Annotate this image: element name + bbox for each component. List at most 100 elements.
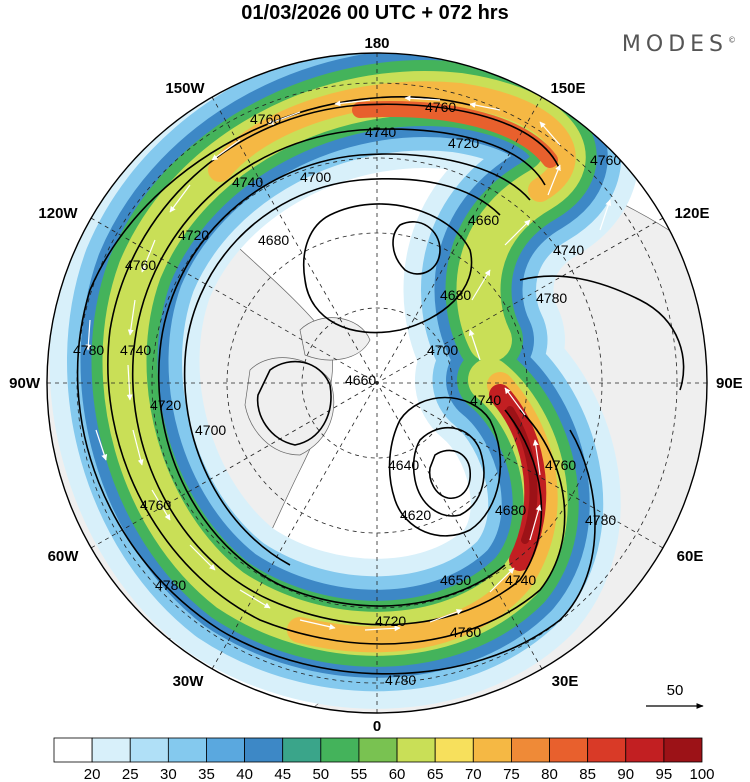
contour-4740 [131, 128, 546, 626]
colorbar-swatch [358, 737, 398, 763]
lon-label-30e: 30E [552, 673, 579, 690]
contour-label: 4640 [388, 457, 419, 473]
lon-label-0: 0 [373, 718, 381, 735]
colorbar-swatch [320, 737, 360, 763]
contour-4640 [388, 396, 502, 537]
colorbar-tick-label: 30 [160, 766, 177, 782]
colorbar-swatch [167, 737, 207, 763]
contour-4620 [412, 426, 485, 517]
arctic-islands [299, 317, 371, 361]
contour-label: 4760 [425, 99, 456, 115]
colorbar-tick-label: 70 [465, 766, 482, 782]
reference-vector: 50 [646, 682, 704, 709]
jet-band-100 [506, 406, 538, 544]
colorbar-tick-label: 100 [689, 766, 714, 782]
colorbar-swatch [244, 737, 284, 763]
contour-label: 4720 [448, 135, 479, 151]
colorbar-tick-label: 50 [312, 766, 329, 782]
contour-label: 4650 [440, 572, 471, 588]
lon-label-150e: 150E [550, 80, 585, 97]
colorbar-tick-label: 55 [351, 766, 368, 782]
contour-4720 [158, 153, 531, 607]
greenland-land [244, 357, 334, 456]
contour-4600 [428, 449, 471, 499]
colorbar-tick-label: 40 [236, 766, 253, 782]
contour-label: 4720 [375, 613, 406, 629]
lon-label-120w: 120W [38, 205, 78, 222]
colorbar-tick-label: 75 [503, 766, 520, 782]
colorbar-swatch [587, 737, 627, 763]
contour-label: 4680 [440, 287, 471, 303]
wind-vectors [85, 95, 612, 632]
lon-label-150w: 150W [165, 80, 205, 97]
contour-4660-ring [392, 221, 441, 275]
colorbar-tick-label: 45 [274, 766, 291, 782]
colorbar-swatch [549, 737, 589, 763]
height-contours [76, 96, 685, 675]
contour-greenland-low [256, 360, 332, 446]
colorbar-swatch [396, 737, 436, 763]
contour-label: 4760 [250, 111, 281, 127]
colorbar-swatch [206, 737, 245, 763]
contour-label: 4780 [385, 672, 416, 688]
colorbar-swatch [625, 737, 665, 763]
colorbar-tick-label: 85 [579, 766, 596, 782]
lon-label-60w: 60W [48, 548, 80, 565]
contour-label: 4700 [427, 342, 458, 358]
colorbar-swatch [91, 737, 131, 763]
map-disc: 4760 4760 4740 4740 4720 4700 4760 4660 … [47, 53, 707, 713]
map-title: 01/03/2026 00 UTC + 072 hrs [241, 2, 509, 24]
contour-label: 4740 [470, 392, 501, 408]
lon-label-120e: 120E [674, 205, 709, 222]
colorbar-tick-label: 80 [541, 766, 558, 782]
contour-label: 4760 [140, 497, 171, 513]
graticule [47, 53, 707, 713]
contour-label: 4760 [545, 457, 576, 473]
contour-label: 4680 [495, 502, 526, 518]
lon-label-90e: 90E [716, 375, 743, 392]
contour-label: 4680 [258, 232, 289, 248]
colorbar-tick-label: 20 [84, 766, 101, 782]
contour-label: 4700 [300, 169, 331, 185]
contour-label: 4700 [195, 422, 226, 438]
reference-vector-label: 50 [667, 682, 684, 699]
longitude-labels: 180 0 90W 90E 150W 120W 150E 120E 60W 30… [9, 35, 743, 735]
modes-logo: MODES© [622, 32, 736, 57]
lon-label-60e: 60E [677, 548, 704, 565]
colorbar-tick-label: 95 [656, 766, 673, 782]
contour-label: 4620 [400, 507, 431, 523]
contour-label: 4740 [553, 242, 584, 258]
contour-label: 4740 [120, 342, 151, 358]
colorbar-swatch [472, 737, 512, 763]
contour-label: 4760 [450, 624, 481, 640]
contour-label: 4740 [232, 174, 263, 190]
contour-label: 4780 [155, 577, 186, 593]
contour-label: 4780 [536, 290, 567, 306]
contour-east-high [519, 275, 685, 391]
contour-4680-ring [303, 203, 473, 334]
contour-label: 4780 [585, 512, 616, 528]
colorbar-tick-label: 90 [617, 766, 634, 782]
contour-label: 4720 [178, 227, 209, 243]
map-boundary [46, 52, 708, 714]
colorbar-swatch [282, 737, 322, 763]
contour-label: 4660 [468, 212, 499, 228]
contour-4700 [183, 177, 501, 566]
colorbar-swatch [663, 737, 703, 763]
contour-4780-outer [76, 96, 596, 675]
contour-4760 [107, 103, 566, 645]
contour-label: 4760 [590, 152, 621, 168]
contour-label: 4780 [73, 342, 104, 358]
lon-label-90w: 90W [9, 375, 41, 392]
colorbar-tick-label: 25 [122, 766, 139, 782]
colorbar-swatch [129, 737, 169, 763]
jet-band-85 [352, 101, 558, 168]
lon-label-30w: 30W [173, 673, 205, 690]
brand-mark: © [728, 35, 736, 45]
contour-label: 4720 [150, 397, 181, 413]
colorbar: 20 25 30 35 40 45 50 55 60 65 70 75 80 85 90 95 100 [53, 737, 715, 782]
colorbar-swatch [434, 737, 474, 763]
colorbar-tick-label: 65 [427, 766, 444, 782]
lon-label-180: 180 [364, 35, 389, 52]
